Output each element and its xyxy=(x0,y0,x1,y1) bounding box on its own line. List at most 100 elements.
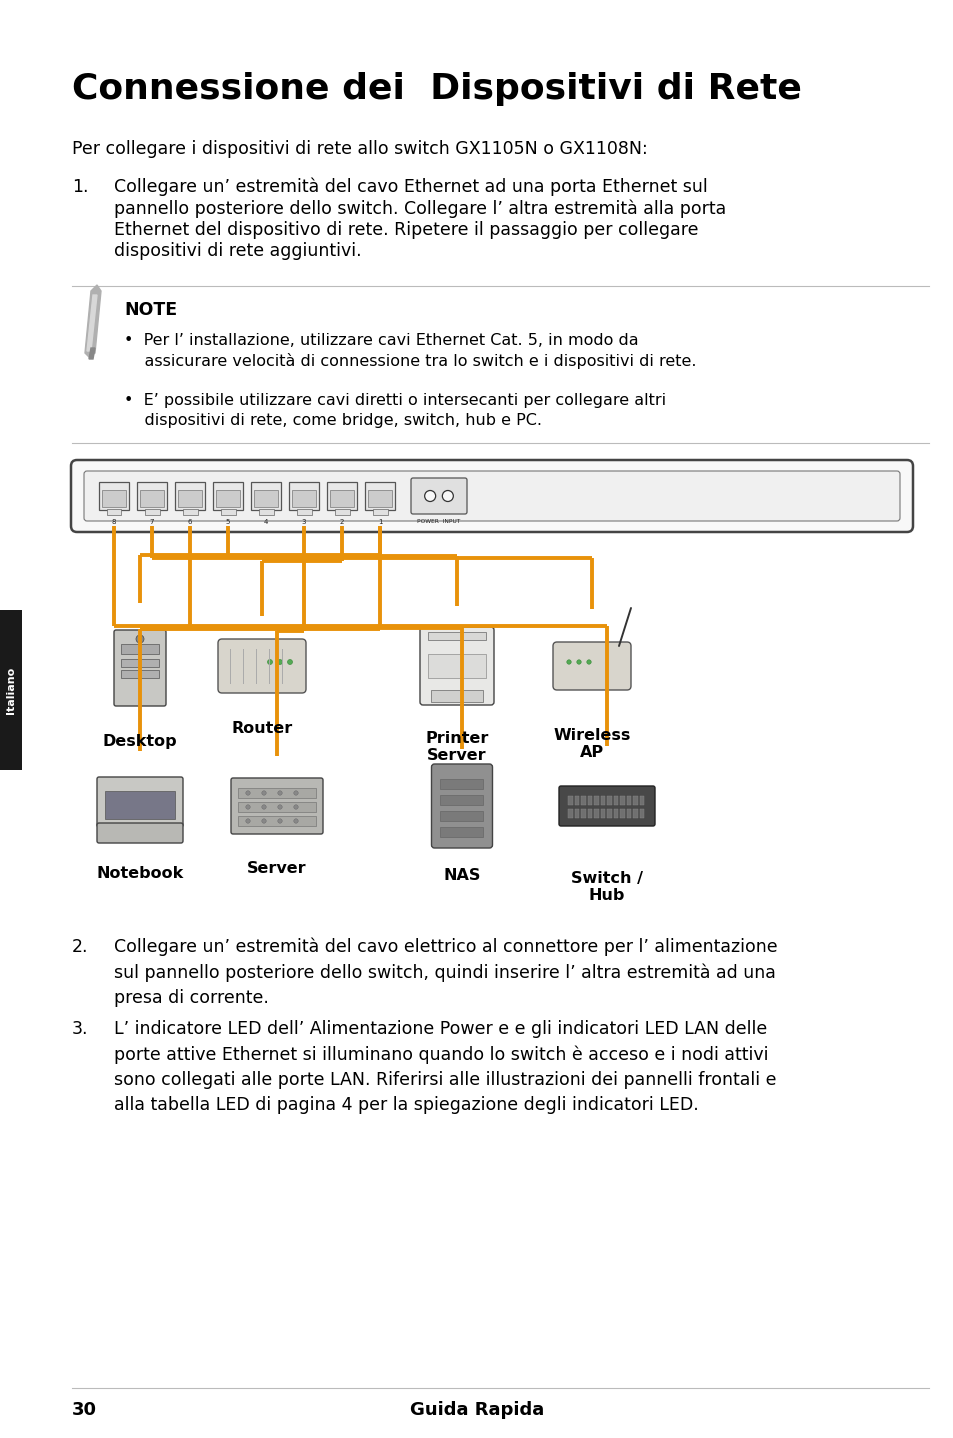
Bar xyxy=(606,810,611,818)
FancyBboxPatch shape xyxy=(84,472,899,521)
Polygon shape xyxy=(89,348,95,360)
Bar xyxy=(335,509,349,515)
Circle shape xyxy=(267,660,273,664)
Circle shape xyxy=(261,805,266,810)
Bar xyxy=(182,509,197,515)
Bar xyxy=(599,797,604,805)
Text: •  E’ possibile utilizzare cavi diretti o intersecanti per collegare altri
    d: • E’ possibile utilizzare cavi diretti o… xyxy=(124,393,665,427)
Text: 4: 4 xyxy=(264,519,268,525)
FancyBboxPatch shape xyxy=(558,787,655,825)
Bar xyxy=(178,490,202,508)
Text: 1.: 1. xyxy=(71,178,89,196)
Text: Collegare un’ estremità del cavo Ethernet ad una porta Ethernet sul
pannello pos: Collegare un’ estremità del cavo Etherne… xyxy=(113,178,725,259)
Text: 3.: 3. xyxy=(71,1020,89,1038)
Bar xyxy=(327,482,356,510)
Text: Printer
Server: Printer Server xyxy=(425,731,488,762)
Text: Italiano: Italiano xyxy=(6,667,16,713)
Circle shape xyxy=(294,805,298,810)
FancyBboxPatch shape xyxy=(419,627,494,705)
Circle shape xyxy=(277,660,282,664)
Circle shape xyxy=(261,791,266,795)
Bar xyxy=(639,810,643,818)
FancyBboxPatch shape xyxy=(71,460,912,532)
Bar xyxy=(213,482,243,510)
Bar xyxy=(220,509,235,515)
Bar xyxy=(574,810,578,818)
FancyBboxPatch shape xyxy=(218,638,306,693)
Text: Guida Rapida: Guida Rapida xyxy=(410,1401,543,1419)
Bar xyxy=(626,810,631,818)
Text: Connessione dei  Dispositivi di Rete: Connessione dei Dispositivi di Rete xyxy=(71,72,801,106)
Text: 30: 30 xyxy=(71,1401,97,1419)
Polygon shape xyxy=(85,285,101,357)
Bar xyxy=(253,490,277,508)
Bar xyxy=(613,797,618,805)
Text: Per collegare i dispositivi di rete allo switch GX1105N o GX1108N:: Per collegare i dispositivi di rete allo… xyxy=(71,139,647,158)
Bar xyxy=(107,509,121,515)
Text: Switch /
Hub: Switch / Hub xyxy=(571,871,642,903)
Text: Router: Router xyxy=(232,720,293,736)
Text: Notebook: Notebook xyxy=(96,866,183,881)
Bar xyxy=(99,482,129,510)
Bar xyxy=(587,797,592,805)
Circle shape xyxy=(294,791,298,795)
Text: 7: 7 xyxy=(150,519,154,525)
Text: Wireless
AP: Wireless AP xyxy=(553,728,630,759)
Bar xyxy=(237,815,315,825)
Text: 5: 5 xyxy=(226,519,230,525)
Text: 1: 1 xyxy=(377,519,382,525)
Circle shape xyxy=(442,490,453,502)
Bar xyxy=(619,797,624,805)
Text: 6: 6 xyxy=(188,519,193,525)
Bar xyxy=(431,690,482,702)
FancyBboxPatch shape xyxy=(113,630,166,706)
Bar xyxy=(105,791,174,820)
Bar xyxy=(633,810,638,818)
Bar xyxy=(440,795,483,805)
Text: 8: 8 xyxy=(112,519,116,525)
FancyBboxPatch shape xyxy=(411,477,467,513)
Circle shape xyxy=(246,805,250,810)
Bar xyxy=(574,797,578,805)
Circle shape xyxy=(566,660,571,664)
Circle shape xyxy=(246,818,250,823)
Bar xyxy=(428,631,485,640)
Circle shape xyxy=(277,805,282,810)
FancyBboxPatch shape xyxy=(97,777,183,827)
Bar xyxy=(613,810,618,818)
Bar xyxy=(580,810,585,818)
Bar xyxy=(289,482,318,510)
Bar xyxy=(215,490,240,508)
Bar xyxy=(330,490,354,508)
Bar xyxy=(587,810,592,818)
Circle shape xyxy=(277,791,282,795)
Bar xyxy=(580,797,585,805)
Bar xyxy=(237,788,315,798)
Bar xyxy=(121,659,159,667)
FancyBboxPatch shape xyxy=(553,641,630,690)
Bar xyxy=(140,490,164,508)
Bar xyxy=(137,482,167,510)
FancyBboxPatch shape xyxy=(231,778,323,834)
Bar xyxy=(296,509,312,515)
Bar xyxy=(626,797,631,805)
Bar xyxy=(365,482,395,510)
Bar xyxy=(121,670,159,677)
Circle shape xyxy=(586,660,591,664)
Circle shape xyxy=(577,660,580,664)
Bar xyxy=(258,509,274,515)
FancyBboxPatch shape xyxy=(431,764,492,848)
Bar xyxy=(368,490,392,508)
Text: •  Per l’ installazione, utilizzare cavi Ethernet Cat. 5, in modo da
    assicur: • Per l’ installazione, utilizzare cavi … xyxy=(124,334,696,370)
Text: Server: Server xyxy=(247,861,307,876)
Bar xyxy=(440,811,483,821)
Text: Desktop: Desktop xyxy=(103,733,177,749)
Text: POWER  INPUT: POWER INPUT xyxy=(416,519,460,523)
Bar xyxy=(606,797,611,805)
Text: Collegare un’ estremità del cavo elettrico al connettore per l’ alimentazione
su: Collegare un’ estremità del cavo elettri… xyxy=(113,938,777,1007)
Circle shape xyxy=(136,636,144,643)
Bar xyxy=(599,810,604,818)
Bar xyxy=(251,482,281,510)
Bar xyxy=(428,654,485,677)
Text: NAS: NAS xyxy=(443,869,480,883)
